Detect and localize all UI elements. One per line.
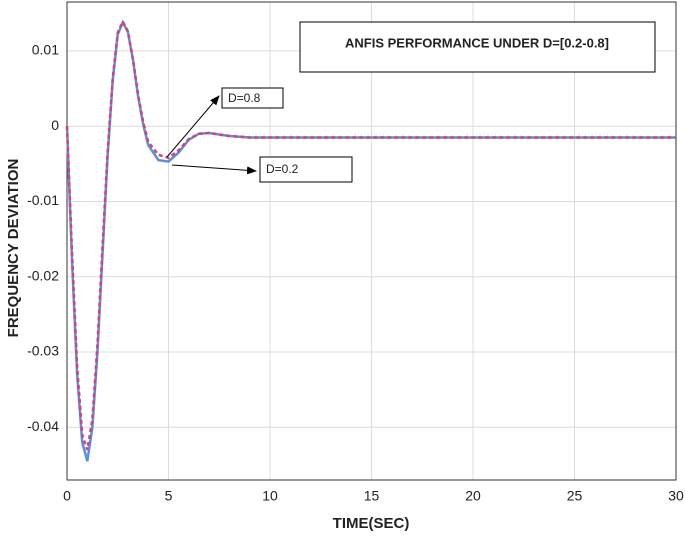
annotation-arrow [171,164,257,175]
x-tick-label: 25 [567,488,583,504]
y-tick-label: 0 [51,117,59,133]
chart-title: ANFIS PERFORMANCE UNDER D=[0.2-0.8] [345,35,609,50]
x-tick-label: 15 [364,488,380,504]
y-tick-label: -0.03 [27,343,59,359]
y-tick-label: -0.04 [27,418,59,434]
annotation-box [221,87,284,109]
x-tick-label: 20 [465,488,481,504]
line [65,18,676,451]
title-box [299,21,656,73]
y-tick-label: 0.01 [32,42,59,58]
annotation: D=0.2 [266,162,299,176]
y-tick-label: -0.02 [27,267,59,283]
x-tick-label: 0 [63,488,71,504]
x-tick-label: 5 [165,488,173,504]
annotation-arrow [166,95,220,158]
annotation-box [259,156,353,183]
y-axis-label: FREQUENCY DEVIATION [5,159,22,338]
y-tick-label: -0.01 [27,192,59,208]
x-tick-label: 10 [262,488,278,504]
plot-frame [66,1,677,481]
x-axis-label: TIME(SEC) [333,515,410,532]
annotation: D=0.8 [228,91,261,105]
x-tick-label: 30 [668,488,684,504]
